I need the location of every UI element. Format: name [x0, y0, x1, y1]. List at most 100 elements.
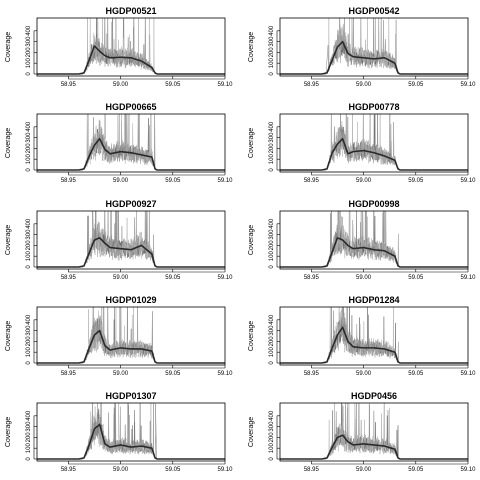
- y-tick-label: 300: [269, 36, 275, 47]
- x-tick-label: 59.00: [113, 82, 129, 88]
- y-tick-label: 400: [26, 218, 32, 229]
- mean-coverage-line: [280, 326, 468, 364]
- y-tick-label: 300: [26, 229, 32, 240]
- x-tick-label: 58.95: [61, 371, 77, 377]
- y-axis-label: Coverage: [248, 417, 255, 447]
- y-tick-label: 100: [26, 443, 32, 454]
- raw-coverage-trace: [37, 211, 225, 268]
- plot-frame: [36, 306, 226, 366]
- x-tick-label: 58.95: [61, 467, 77, 473]
- panel-title: HGDP01307: [105, 391, 156, 401]
- x-tick-label: 59.00: [356, 371, 372, 377]
- y-tick-label: 0: [269, 457, 275, 461]
- x-tick-label: 59.00: [356, 178, 372, 184]
- x-tick-label: 58.95: [304, 275, 320, 281]
- y-tick-label: 200: [269, 47, 275, 58]
- x-tick-label: 59.05: [165, 467, 181, 473]
- x-tick-label: 59.10: [217, 275, 233, 281]
- y-tick-label: 0: [26, 265, 32, 269]
- x-tick-label: 59.10: [460, 275, 476, 281]
- raw-coverage-trace: [37, 211, 225, 268]
- x-tick-label: 59.05: [408, 371, 424, 377]
- y-axis-label: Coverage: [5, 225, 12, 255]
- y-axis-label: Coverage: [5, 417, 12, 447]
- y-tick-label: 200: [26, 432, 32, 443]
- y-axis-label: Coverage: [5, 32, 12, 62]
- y-tick-label: 400: [269, 314, 275, 325]
- x-tick-label: 59.05: [165, 275, 181, 281]
- x-tick-label: 59.00: [356, 82, 372, 88]
- mean-coverage-line: [37, 423, 225, 460]
- x-tick-label: 59.05: [165, 82, 181, 88]
- y-tick-label: 0: [26, 168, 32, 172]
- x-tick-label: 59.05: [408, 82, 424, 88]
- x-tick-label: 58.95: [304, 467, 320, 473]
- raw-coverage-trace: [37, 211, 225, 268]
- y-tick-label: 400: [26, 314, 32, 325]
- x-tick-label: 59.10: [460, 178, 476, 184]
- mean-coverage-line: [37, 329, 225, 364]
- y-axis-label: Coverage: [5, 321, 12, 351]
- raw-coverage-trace: [280, 114, 468, 171]
- x-tick-label: 59.10: [217, 467, 233, 473]
- x-tick-label: 59.10: [217, 82, 233, 88]
- y-tick-label: 400: [269, 410, 275, 421]
- x-tick-label: 58.95: [304, 178, 320, 184]
- y-tick-label: 0: [26, 72, 32, 76]
- x-tick-label: 59.00: [356, 275, 372, 281]
- y-tick-label: 100: [26, 347, 32, 358]
- raw-coverage-trace: [280, 307, 468, 364]
- raw-coverage-trace: [37, 114, 225, 171]
- x-tick-label: 58.95: [61, 275, 77, 281]
- mean-coverage-line: [280, 237, 468, 268]
- mean-coverage-line: [37, 45, 225, 75]
- y-tick-label: 100: [269, 154, 275, 165]
- mean-coverage-line: [280, 137, 468, 171]
- y-tick-label: 100: [269, 347, 275, 358]
- x-tick-label: 59.10: [217, 178, 233, 184]
- x-tick-label: 59.05: [408, 275, 424, 281]
- y-tick-label: 300: [26, 325, 32, 336]
- y-tick-label: 0: [269, 265, 275, 269]
- x-tick-label: 59.00: [113, 467, 129, 473]
- x-tick-label: 59.00: [113, 275, 129, 281]
- y-tick-label: 100: [26, 154, 32, 165]
- y-axis-label: Coverage: [5, 128, 12, 158]
- plot-frame: [36, 17, 226, 77]
- mean-coverage-line: [37, 137, 225, 171]
- x-tick-label: 59.00: [356, 467, 372, 473]
- plot-frame: [36, 210, 226, 270]
- y-tick-label: 300: [269, 325, 275, 336]
- x-tick-label: 59.05: [165, 371, 181, 377]
- y-tick-label: 0: [269, 361, 275, 365]
- mean-coverage-line: [37, 237, 225, 268]
- y-tick-label: 100: [269, 443, 275, 454]
- y-tick-label: 200: [26, 47, 32, 58]
- raw-coverage-trace: [37, 18, 225, 75]
- y-tick-label: 200: [269, 240, 275, 251]
- y-tick-label: 400: [269, 25, 275, 36]
- y-tick-label: 200: [26, 240, 32, 251]
- y-tick-label: 0: [269, 72, 275, 76]
- y-tick-label: 400: [26, 25, 32, 36]
- y-tick-label: 100: [26, 58, 32, 69]
- y-tick-label: 100: [269, 58, 275, 69]
- y-tick-label: 100: [26, 251, 32, 262]
- panel-title: HGDP00665: [105, 102, 156, 112]
- panel-title: HGDP01029: [105, 295, 156, 305]
- y-tick-label: 200: [26, 143, 32, 154]
- panel-title: HGDP00521: [105, 6, 156, 16]
- mean-coverage-line: [280, 434, 468, 460]
- plot-frame: [279, 113, 469, 173]
- y-tick-label: 300: [269, 421, 275, 432]
- raw-coverage-trace: [280, 211, 468, 268]
- plot-frame: [279, 17, 469, 77]
